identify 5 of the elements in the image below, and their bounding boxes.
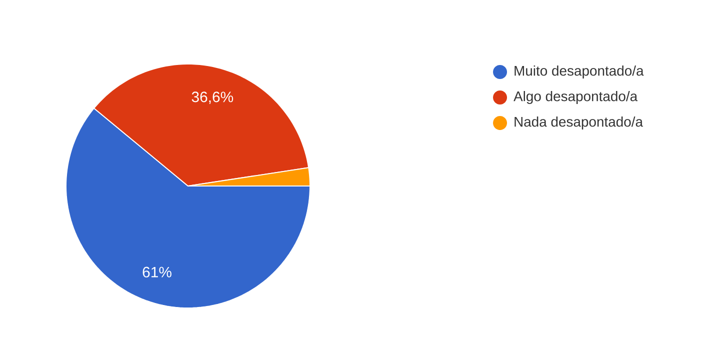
data-label: 36,6%	[192, 92, 234, 104]
legend-label: Algo desapontado/a	[514, 90, 638, 104]
legend-label: Muito desapontado/a	[514, 65, 644, 78]
data-label: 61%	[142, 266, 172, 278]
legend-label: Nada desapontado/a	[514, 116, 644, 130]
